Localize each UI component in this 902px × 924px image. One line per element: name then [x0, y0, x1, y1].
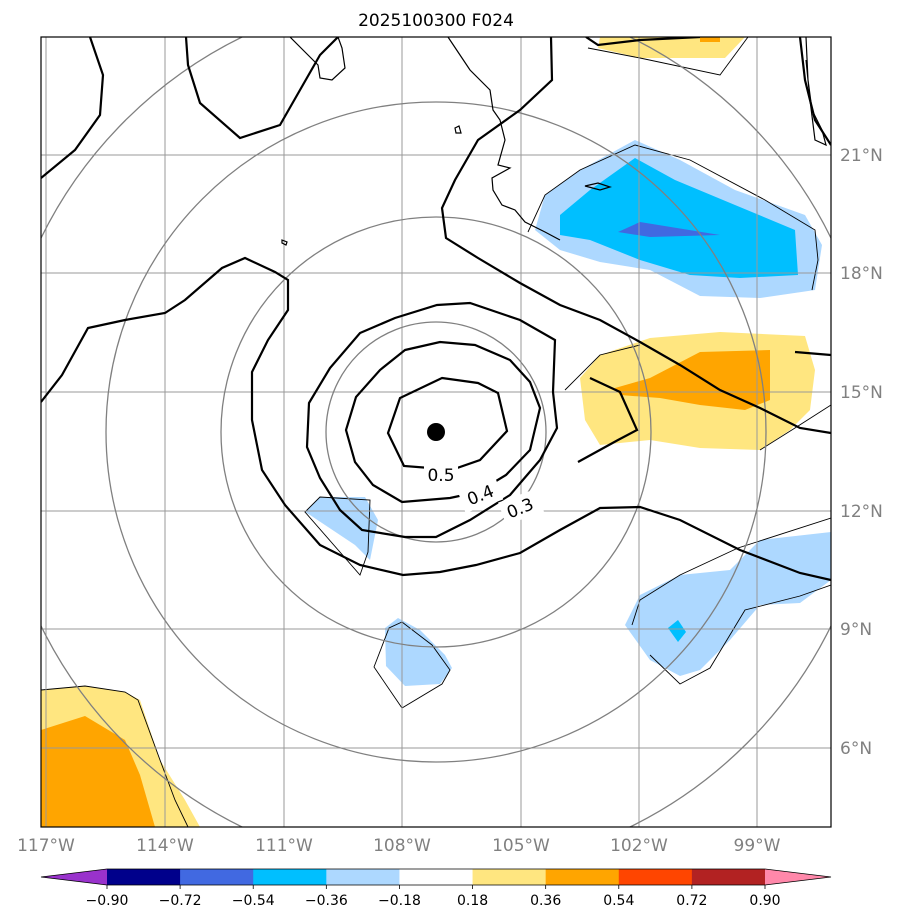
colorbar-segment — [253, 869, 327, 885]
negative-anomaly-area-se — [625, 532, 831, 676]
lon-label-114: 114°W — [136, 836, 194, 856]
plot-frame — [40, 36, 832, 828]
baja-coastline — [289, 37, 346, 81]
colorbar-tick-label: −0.54 — [232, 893, 275, 909]
colorbar-segment — [107, 869, 181, 885]
latitude-axis-labels: 21°N 18°N 15°N 12°N 9°N 6°N — [840, 146, 883, 759]
contour-0.1d — [585, 37, 701, 47]
colorbar-tick-label: −0.18 — [378, 893, 421, 909]
strong-positive-anomaly-area-sw — [41, 716, 155, 827]
lat-label-12: 12°N — [840, 502, 883, 522]
contour-0.3 — [305, 301, 559, 539]
core-negative-anomaly-ne — [618, 222, 720, 237]
colorbar-tick-label: −0.90 — [86, 893, 129, 909]
plot-area: 0.5 0.4 0.3 — [41, 37, 831, 827]
colorbar-tick-label: 0.54 — [603, 893, 634, 909]
colorbar-segment — [618, 869, 693, 885]
colorbar: −0.90 −0.72 −0.54 −0.36 −0.18 0.18 0.36 0.54 0.7… — [40, 868, 832, 909]
lon-label-117: 117°W — [17, 836, 75, 856]
island-2 — [281, 239, 288, 246]
colorbar-extend-max — [765, 869, 831, 885]
contour-0.1f — [798, 37, 831, 146]
colorbar-segment — [545, 869, 620, 885]
colorbar-tick-label: 0.72 — [676, 893, 707, 909]
contour-label-0.5: 0.5 — [427, 466, 454, 486]
colorbar-segment — [691, 869, 766, 885]
strong-positive-anomaly-area — [700, 37, 720, 42]
lon-label-108: 108°W — [373, 836, 431, 856]
positive-anomaly-area — [598, 37, 745, 58]
shaded-anomaly-fields — [41, 37, 831, 827]
negative-anomaly-area-west — [305, 497, 378, 560]
lat-label-15: 15°N — [840, 383, 883, 403]
range-rings — [41, 37, 831, 827]
colorbar-tick-label: −0.36 — [305, 893, 348, 909]
lon-label-105: 105°W — [492, 836, 550, 856]
contour-0.1b — [184, 37, 339, 140]
colorbar-tick-label: 0.18 — [457, 893, 488, 909]
gridlines — [41, 37, 831, 827]
colorbar-segment — [326, 869, 400, 885]
contour-0.1 — [41, 37, 105, 179]
coastlines — [281, 37, 827, 246]
colorbar-tick-label: −0.72 — [159, 893, 202, 909]
contour-0.1c — [440, 37, 831, 435]
contour-0.1e — [577, 377, 639, 463]
island-3 — [584, 182, 612, 191]
lon-label-99: 99°W — [734, 836, 781, 856]
storm-center-marker — [427, 423, 445, 441]
lat-label-21: 21°N — [840, 146, 883, 166]
figure-title: 2025100300 F024 — [358, 11, 514, 31]
lat-label-18: 18°N — [840, 264, 883, 284]
colorbar-tick-label: 0.90 — [749, 893, 780, 909]
lat-label-9: 9°N — [840, 620, 872, 640]
lat-label-6: 6°N — [840, 739, 872, 759]
mainland-coastline — [447, 37, 561, 241]
contour-0.2 — [41, 256, 831, 582]
colorbar-segment — [180, 869, 254, 885]
contour-label-group: 0.5 0.4 0.3 — [424, 463, 544, 526]
probability-contours — [41, 37, 831, 582]
colorbar-segment — [399, 869, 474, 885]
colorbar-tick-label: 0.36 — [530, 893, 561, 909]
island-1 — [454, 125, 462, 134]
strong-negative-anomaly-area-ne — [560, 158, 798, 278]
colorbar-extend-min — [41, 869, 107, 885]
colorbar-segment — [472, 869, 547, 885]
longitude-axis-labels: 117°W 114°W 111°W 108°W 105°W 102°W 99°W — [17, 836, 781, 856]
contour-0.1g — [794, 350, 831, 357]
lon-label-102: 102°W — [610, 836, 668, 856]
strong-negative-anomaly-area-se — [668, 620, 686, 642]
lon-label-111: 111°W — [255, 836, 313, 856]
